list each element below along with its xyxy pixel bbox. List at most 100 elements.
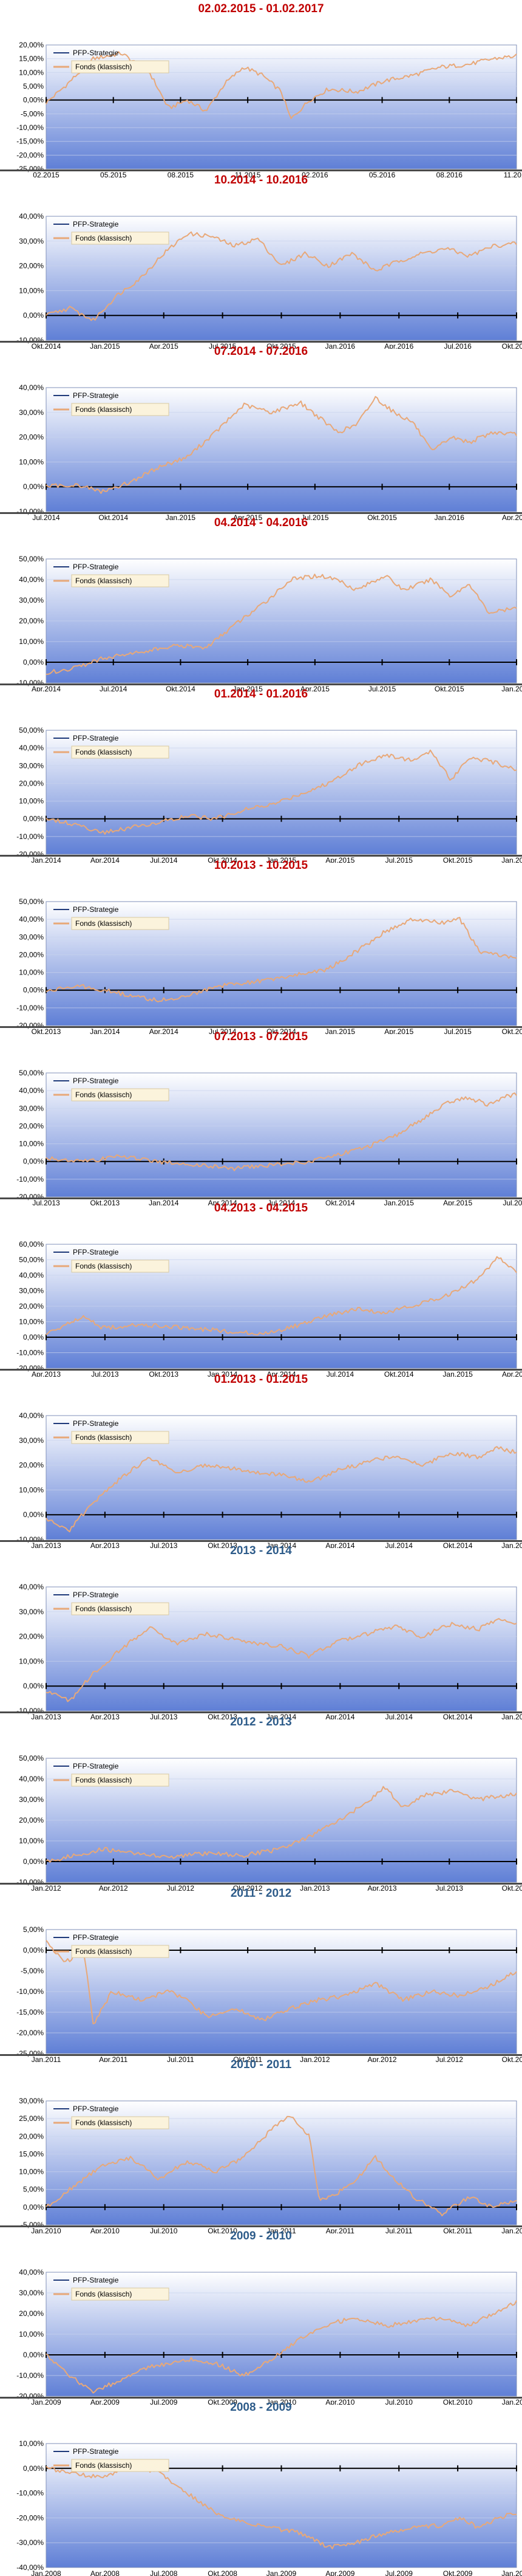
legend-label-pfp: PFP-Strategie bbox=[73, 563, 119, 571]
y-tick-label: 10,00% bbox=[19, 2168, 44, 2176]
x-tick-label: Jul.2014 bbox=[385, 1541, 413, 1548]
line-chart: -20,00%-10,00%0,00%10,00%20,00%30,00%40,… bbox=[16, 1069, 522, 1205]
x-tick-label: Apr.2013 bbox=[32, 1370, 61, 1377]
chart-title: 2009 - 2010 bbox=[230, 2230, 292, 2242]
x-tick-label: 02.2015 bbox=[33, 171, 59, 177]
chart-separator bbox=[0, 2054, 522, 2056]
x-tick-label: Jul.2015 bbox=[385, 856, 413, 863]
chart-separator bbox=[0, 1026, 522, 1028]
x-tick-label: Jan.2010 bbox=[266, 2398, 297, 2405]
x-tick-label: Okt.2013 bbox=[208, 1713, 237, 1719]
y-tick-label: 20,00% bbox=[19, 1122, 44, 1130]
legend-label-fonds: Fonds (klassisch) bbox=[75, 1262, 132, 1270]
x-tick-label: Jul.2013 bbox=[436, 1884, 464, 1891]
y-tick-label: 30,00% bbox=[19, 1436, 44, 1445]
x-tick-label: Jan.2013 bbox=[300, 1884, 330, 1891]
y-tick-label: 30,00% bbox=[19, 1104, 44, 1112]
x-tick-label: Okt.2014 bbox=[98, 513, 128, 520]
x-tick-label: Jul.2012 bbox=[436, 2055, 464, 2062]
line-chart: -10,00%0,00%10,00%20,00%30,00%40,00%50,0… bbox=[16, 1754, 522, 1891]
y-tick-label: 10,00% bbox=[19, 637, 44, 646]
y-tick-label: 30,00% bbox=[19, 237, 44, 245]
x-tick-label: Jul.2013 bbox=[32, 1199, 60, 1205]
y-tick-label: 0,00% bbox=[23, 2351, 44, 2359]
x-tick-label: Apr.2014 bbox=[208, 1199, 237, 1205]
x-tick-label: Apr.2011 bbox=[326, 2227, 354, 2233]
y-tick-label: 50,00% bbox=[19, 897, 44, 906]
y-tick-label: 40,00% bbox=[19, 1086, 44, 1095]
x-tick-label: Jan.2015 bbox=[442, 1370, 473, 1377]
x-tick-label: Jul.2015 bbox=[301, 513, 329, 520]
y-tick-label: 20,00% bbox=[19, 2309, 44, 2318]
x-tick-label: Jan.2014 bbox=[31, 856, 61, 863]
x-tick-label: Jul.2014 bbox=[32, 513, 60, 520]
chart-title: 2011 - 2012 bbox=[230, 1887, 292, 1900]
x-tick-label: Jan.2015 bbox=[325, 1027, 356, 1034]
x-tick-label: Jan.2011 bbox=[32, 2055, 61, 2062]
x-tick-label: 08.2016 bbox=[436, 171, 463, 177]
x-tick-label: Apr.2014 bbox=[90, 856, 120, 863]
x-tick-label: Okt.2013 bbox=[208, 1541, 237, 1548]
series-line-fonds bbox=[46, 2115, 517, 2216]
chart-separator bbox=[0, 512, 522, 514]
x-tick-label: Apr.2012 bbox=[368, 2055, 397, 2062]
x-tick-label: Jul.2009 bbox=[385, 2569, 413, 2576]
legend-box-fonds bbox=[71, 745, 169, 759]
x-tick-label: Okt.2011 bbox=[233, 2055, 262, 2062]
x-tick-label: Jul.2014 bbox=[150, 856, 178, 863]
x-tick-label: 11.2016 bbox=[504, 171, 522, 177]
legend-label-fonds: Fonds (klassisch) bbox=[75, 1091, 132, 1099]
x-tick-label: Jan.2016 bbox=[435, 513, 465, 520]
y-tick-label: 20,00% bbox=[19, 262, 44, 270]
x-tick-label: Jan.2015 bbox=[266, 856, 297, 863]
x-tick-label: Jul.2015 bbox=[444, 1027, 472, 1034]
legend-label-pfp: PFP-Strategie bbox=[73, 49, 119, 57]
y-tick-label: 50,00% bbox=[19, 555, 44, 563]
y-tick-label: -30,00% bbox=[16, 2538, 44, 2547]
chart-separator bbox=[0, 683, 522, 685]
x-tick-label: Okt.2015 bbox=[435, 685, 464, 691]
x-tick-label: Apr.2008 bbox=[90, 2569, 120, 2576]
legend-box-fonds bbox=[71, 1602, 169, 1615]
legend-label-pfp: PFP-Strategie bbox=[73, 1248, 119, 1256]
y-tick-label: 40,00% bbox=[19, 1271, 44, 1279]
x-tick-label: Apr.2013 bbox=[90, 1541, 120, 1548]
y-tick-label: -10,00% bbox=[16, 1004, 44, 1012]
y-tick-label: 0,00% bbox=[23, 2203, 44, 2211]
y-tick-label: -20,00% bbox=[16, 151, 44, 159]
series-line-fonds bbox=[46, 1256, 517, 1336]
y-tick-label: -10,00% bbox=[16, 1349, 44, 1357]
y-tick-label: 0,00% bbox=[23, 1857, 44, 1866]
y-tick-label: 0,00% bbox=[23, 1682, 44, 1690]
chart-separator bbox=[0, 1540, 522, 1542]
x-tick-label: Jul.2015 bbox=[209, 342, 237, 349]
x-tick-label: Jan.2015 bbox=[90, 342, 120, 349]
x-tick-label: Jul.2010 bbox=[150, 2227, 178, 2233]
legend-label-fonds: Fonds (klassisch) bbox=[75, 2119, 132, 2127]
y-tick-label: 30,00% bbox=[19, 1608, 44, 1616]
series-line-fonds bbox=[46, 1786, 517, 1863]
y-tick-label: -5,00% bbox=[21, 109, 44, 118]
x-tick-label: Okt.2014 bbox=[443, 1541, 473, 1548]
x-tick-label: Apr.2015 bbox=[149, 342, 178, 349]
series-line-fonds bbox=[46, 1092, 517, 1171]
y-tick-label: 40,00% bbox=[19, 2268, 44, 2276]
chart-title: 07.2013 - 07.2015 bbox=[214, 1030, 308, 1043]
x-tick-label: Apr.2015 bbox=[384, 1027, 413, 1034]
chart-separator bbox=[0, 341, 522, 343]
x-tick-label: Apr.2015 bbox=[300, 685, 330, 691]
x-tick-label: Apr.2009 bbox=[90, 2398, 120, 2405]
x-tick-label: Apr.2014 bbox=[32, 685, 61, 691]
y-tick-label: 10,00% bbox=[19, 1485, 44, 1494]
legend-box-fonds bbox=[71, 2116, 169, 2129]
legend-label-fonds: Fonds (klassisch) bbox=[75, 1605, 132, 1613]
legend-label-fonds: Fonds (klassisch) bbox=[75, 2461, 132, 2470]
x-tick-label: Okt.2010 bbox=[443, 2398, 473, 2405]
x-tick-label: Apr.2016 bbox=[502, 513, 522, 520]
legend-label-pfp: PFP-Strategie bbox=[73, 391, 119, 400]
x-tick-label: Jul.2010 bbox=[385, 2398, 413, 2405]
x-tick-label: Jan.2011 bbox=[266, 2227, 296, 2233]
legend-label-pfp: PFP-Strategie bbox=[73, 2276, 119, 2284]
x-tick-label: Jul.2012 bbox=[167, 1884, 195, 1891]
